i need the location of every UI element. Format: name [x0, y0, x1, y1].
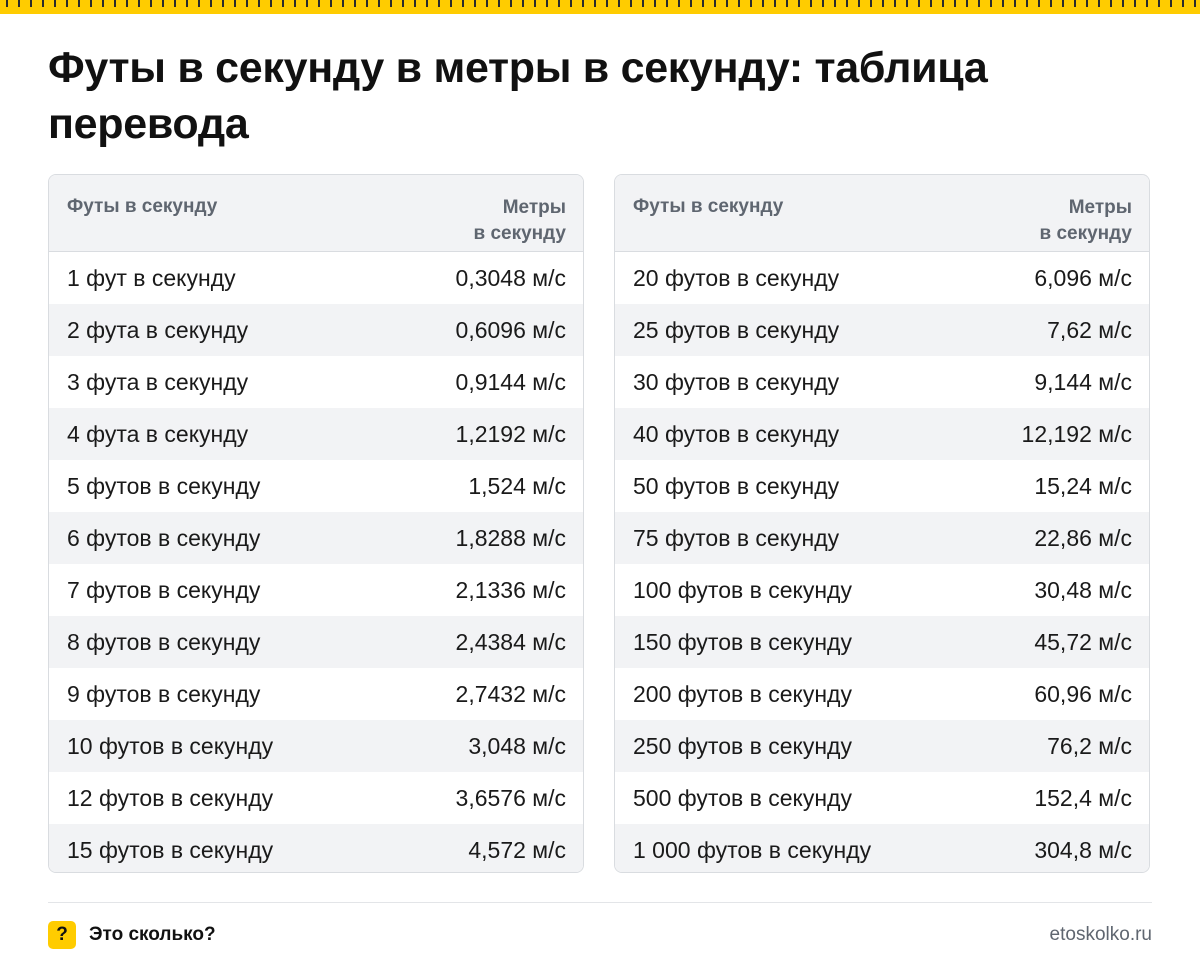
meters-value-cell: 1,8288 м/с [455, 525, 566, 551]
feet-value-cell: 40 футов в секунду [633, 421, 840, 447]
table-row: 30 футов в секунду 9,144 м/с [615, 356, 1149, 408]
table-row: 1 фут в секунду 0,3048 м/с [49, 252, 583, 304]
feet-value-cell: 3 фута в секунду [67, 369, 249, 395]
table-row: 5 футов в секунду 1,524 м/с [49, 460, 583, 512]
table-row: 3 фута в секунду 0,9144 м/с [49, 356, 583, 408]
conversion-table-right: Футы в секунду Метры в секунду 20 футов … [614, 174, 1150, 873]
meters-value-cell: 0,3048 м/с [455, 265, 566, 291]
feet-value-cell: 7 футов в секунду [67, 577, 261, 603]
table-row: 6 футов в секунду 1,8288 м/с [49, 512, 583, 564]
table-row: 40 футов в секунду 12,192 м/с [615, 408, 1149, 460]
column-header-meters-line1: Метры [1068, 197, 1132, 218]
column-header-meters-line2: в секунду [473, 223, 566, 244]
table-row: 20 футов в секунду 6,096 м/с [615, 252, 1149, 304]
meters-value-cell: 4,572 м/с [468, 837, 566, 863]
meters-value-cell: 22,86 м/с [1034, 525, 1132, 551]
meters-value-cell: 304,8 м/с [1034, 837, 1132, 863]
brand-name: Это сколько? [89, 924, 216, 945]
feet-value-cell: 2 фута в секунду [67, 317, 249, 343]
table-row: 9 футов в секунду 2,7432 м/с [49, 668, 583, 720]
feet-value-cell: 15 футов в секунду [67, 837, 274, 863]
ruler-decoration [0, 0, 1200, 14]
feet-value-cell: 200 футов в секунду [633, 681, 852, 707]
meters-value-cell: 9,144 м/с [1034, 369, 1132, 395]
table-row: 250 футов в секунду 76,2 м/с [615, 720, 1149, 772]
table-header: Футы в секунду Метры в секунду [615, 175, 1149, 252]
site-url: etoskolko.ru [1049, 924, 1152, 945]
feet-value-cell: 1 фут в секунду [67, 265, 236, 291]
meters-value-cell: 7,62 м/с [1047, 317, 1132, 343]
conversion-table-left: Футы в секунду Метры в секунду 1 фут в с… [48, 174, 584, 873]
table-row: 7 футов в секунду 2,1336 м/с [49, 564, 583, 616]
meters-value-cell: 3,048 м/с [468, 733, 566, 759]
meters-value-cell: 15,24 м/с [1034, 473, 1132, 499]
feet-value-cell: 100 футов в секунду [633, 577, 852, 603]
feet-value-cell: 10 футов в секунду [67, 733, 274, 759]
footer-divider [48, 902, 1152, 903]
table-row: 75 футов в секунду 22,86 м/с [615, 512, 1149, 564]
page-title: Футы в секунду в метры в секунду: таблиц… [48, 44, 988, 148]
feet-value-cell: 20 футов в секунду [633, 265, 840, 291]
feet-value-cell: 1 000 футов в секунду [633, 837, 872, 863]
meters-value-cell: 2,7432 м/с [455, 681, 566, 707]
table-row: 8 футов в секунду 2,4384 м/с [49, 616, 583, 668]
meters-value-cell: 6,096 м/с [1034, 265, 1132, 291]
feet-value-cell: 50 футов в секунду [633, 473, 840, 499]
meters-value-cell: 2,1336 м/с [455, 577, 566, 603]
table-row: 10 футов в секунду 3,048 м/с [49, 720, 583, 772]
table-row: 2 фута в секунду 0,6096 м/с [49, 304, 583, 356]
column-header-feet: Футы в секунду [633, 196, 784, 217]
table-row: 15 футов в секунду 4,572 м/с [49, 824, 583, 872]
meters-value-cell: 1,2192 м/с [455, 421, 566, 447]
column-header-meters-line1: Метры [502, 197, 566, 218]
table-row: 25 футов в секунду 7,62 м/с [615, 304, 1149, 356]
feet-value-cell: 30 футов в секунду [633, 369, 840, 395]
column-header-meters-line2: в секунду [1039, 223, 1132, 244]
meters-value-cell: 76,2 м/с [1047, 733, 1132, 759]
feet-value-cell: 150 футов в секунду [633, 629, 852, 655]
feet-value-cell: 25 футов в секунду [633, 317, 840, 343]
feet-value-cell: 75 футов в секунду [633, 525, 840, 551]
column-header-meters: Метры в секунду [406, 195, 566, 247]
table-row: 1 000 футов в секунду 304,8 м/с [615, 824, 1149, 872]
meters-value-cell: 30,48 м/с [1034, 577, 1132, 603]
table-row: 200 футов в секунду 60,96 м/с [615, 668, 1149, 720]
table-row: 50 футов в секунду 15,24 м/с [615, 460, 1149, 512]
meters-value-cell: 152,4 м/с [1034, 785, 1132, 811]
feet-value-cell: 4 фута в секунду [67, 421, 249, 447]
meters-value-cell: 1,524 м/с [468, 473, 566, 499]
feet-value-cell: 12 футов в секунду [67, 785, 274, 811]
column-header-meters: Метры в секунду [972, 195, 1132, 247]
meters-value-cell: 12,192 м/с [1021, 421, 1132, 447]
table-row: 100 футов в секунду 30,48 м/с [615, 564, 1149, 616]
meters-value-cell: 0,9144 м/с [455, 369, 566, 395]
question-mark-logo-icon: ? [48, 921, 76, 949]
table-row: 150 футов в секунду 45,72 м/с [615, 616, 1149, 668]
meters-value-cell: 3,6576 м/с [455, 785, 566, 811]
meters-value-cell: 60,96 м/с [1034, 681, 1132, 707]
table-row: 4 фута в секунду 1,2192 м/с [49, 408, 583, 460]
feet-value-cell: 6 футов в секунду [67, 525, 261, 551]
feet-value-cell: 9 футов в секунду [67, 681, 261, 707]
table-body: 1 фут в секунду 0,3048 м/с 2 фута в секунд… [49, 252, 583, 872]
meters-value-cell: 45,72 м/с [1034, 629, 1132, 655]
feet-value-cell: 8 футов в секунду [67, 629, 261, 655]
feet-value-cell: 5 футов в секунду [67, 473, 261, 499]
column-header-feet: Футы в секунду [67, 196, 218, 217]
table-row: 500 футов в секунду 152,4 м/с [615, 772, 1149, 824]
feet-value-cell: 500 футов в секунду [633, 785, 852, 811]
table-body: 20 футов в секунду 6,096 м/с 25 футов в се… [615, 252, 1149, 872]
feet-value-cell: 250 футов в секунду [633, 733, 852, 759]
table-header: Футы в секунду Метры в секунду [49, 175, 583, 252]
table-row: 12 футов в секунду 3,6576 м/с [49, 772, 583, 824]
meters-value-cell: 2,4384 м/с [455, 629, 566, 655]
meters-value-cell: 0,6096 м/с [455, 317, 566, 343]
